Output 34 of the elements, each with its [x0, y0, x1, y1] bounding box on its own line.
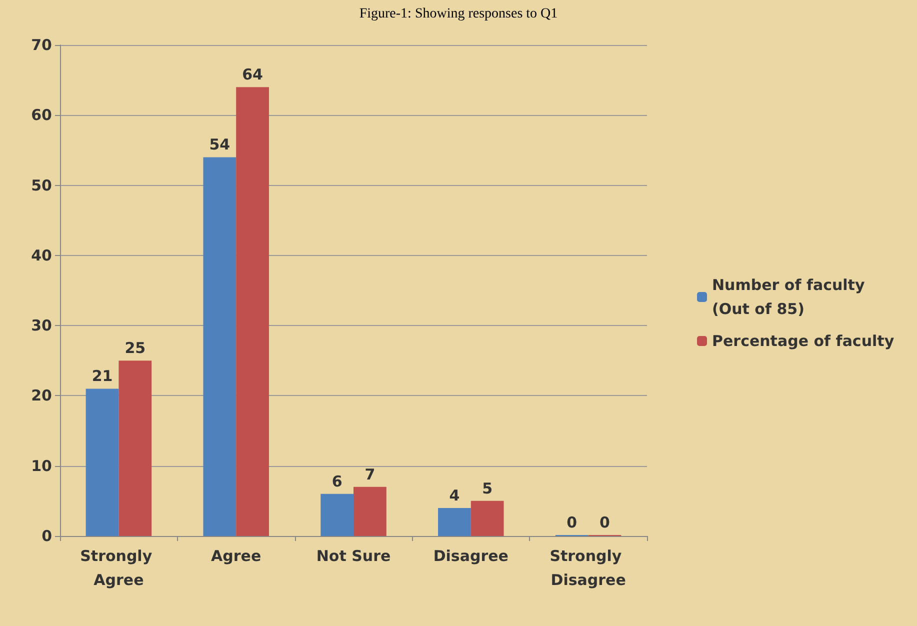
x-tick-label: Not Sure [316, 547, 391, 565]
legend-label: Number of faculty (Out of 85) [712, 276, 870, 318]
data-label: 6 [332, 472, 342, 490]
data-label: 54 [209, 136, 230, 154]
y-tick-label: 60 [31, 106, 52, 124]
data-label: 64 [242, 66, 263, 84]
bar [203, 157, 236, 536]
data-label: 0 [566, 514, 578, 532]
bar [236, 87, 269, 536]
bar [470, 500, 504, 536]
y-tick-label: 30 [31, 316, 52, 335]
bar [320, 494, 354, 536]
y-tick-label: 40 [31, 246, 52, 264]
y-tick-label: 0 [42, 527, 52, 545]
y-tick-label: 10 [31, 456, 52, 475]
legend-label: Percentage of faculty [712, 332, 894, 350]
data-label: 4 [449, 486, 460, 504]
y-tick-label: 70 [31, 36, 52, 54]
bar [86, 388, 119, 536]
data-label: 7 [364, 465, 376, 484]
chart-title: Figure-1: Showing responses to Q1 [359, 6, 558, 22]
y-tick-label: 20 [31, 386, 52, 405]
x-tick-label: Disagree [433, 547, 508, 565]
x-tick-label: Agree [211, 547, 262, 565]
data-label: 25 [124, 339, 146, 358]
bar [438, 508, 471, 536]
data-label: 5 [482, 479, 493, 498]
bar [354, 486, 386, 536]
y-tick-label: 50 [31, 176, 52, 194]
bar [118, 360, 152, 536]
data-label: 0 [600, 514, 610, 532]
data-label: 21 [92, 367, 113, 386]
x-tick-label: Strongly Disagree [550, 547, 627, 589]
x-tick-label: Strongly Agree [80, 547, 158, 589]
